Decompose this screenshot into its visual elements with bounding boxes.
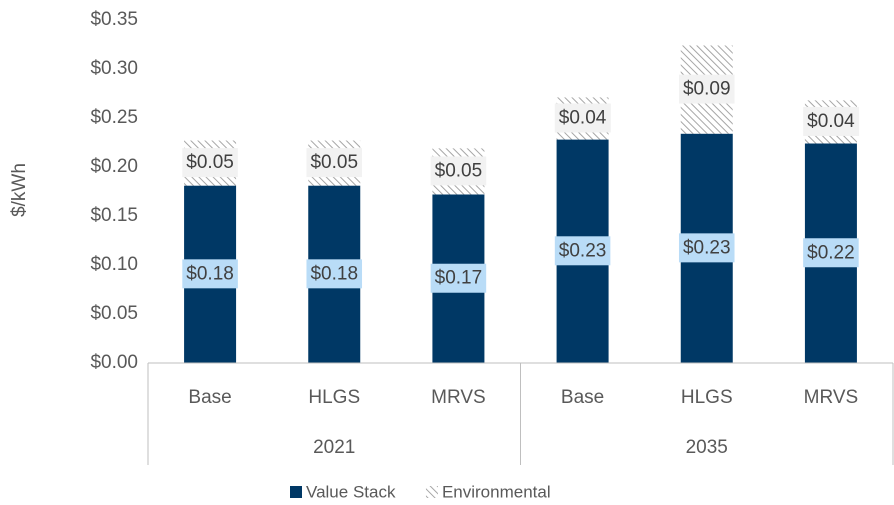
data-label-box [678, 74, 735, 104]
data-label: $0.22 [807, 242, 855, 263]
data-label-box [554, 236, 611, 266]
data-label: $0.04 [807, 111, 855, 132]
x-tick-label: MRVS [804, 387, 859, 408]
x-tick-label: HLGS [681, 387, 733, 408]
y-tick-label: $0.00 [90, 352, 138, 373]
data-label: $0.05 [186, 152, 234, 173]
legend-label: Environmental [442, 482, 551, 501]
data-label-box [803, 238, 859, 268]
y-tick-label: $0.25 [90, 107, 138, 128]
x-tick-label: MRVS [431, 387, 486, 408]
data-label: $0.17 [435, 268, 483, 289]
y-tick-label: $0.15 [90, 205, 138, 226]
y-tick-label: $0.05 [90, 303, 138, 324]
group-label: 2021 [313, 437, 355, 458]
y-tick-label: $0.20 [90, 156, 138, 177]
y-tick-label: $0.10 [90, 254, 138, 275]
legend-label: Value Stack [306, 482, 396, 501]
x-tick-label: Base [561, 387, 604, 408]
y-axis-title: $/kWh [9, 163, 30, 217]
group-label: 2035 [686, 437, 728, 458]
data-label: $0.05 [310, 152, 358, 173]
data-label-box [554, 103, 611, 133]
data-label: $0.09 [683, 79, 731, 100]
legend-swatch [290, 486, 302, 498]
data-label-box [182, 148, 238, 178]
data-label: $0.18 [186, 263, 234, 284]
data-label: $0.23 [683, 237, 731, 258]
data-label-box [430, 156, 487, 186]
data-label-box [306, 148, 363, 178]
data-label: $0.04 [559, 108, 607, 129]
data-label: $0.05 [435, 160, 483, 181]
x-tick-label: HLGS [308, 387, 360, 408]
data-label-box [306, 259, 363, 289]
y-tick-label: $0.30 [90, 58, 138, 79]
x-tick-label: Base [188, 387, 231, 408]
data-label-box [430, 263, 487, 293]
data-label-box [678, 233, 735, 263]
data-label-box [182, 259, 238, 289]
data-label-box [803, 106, 860, 136]
data-label: $0.18 [310, 263, 358, 284]
y-tick-label: $0.35 [90, 9, 138, 30]
legend-swatch [425, 486, 438, 498]
data-label: $0.23 [559, 240, 607, 261]
